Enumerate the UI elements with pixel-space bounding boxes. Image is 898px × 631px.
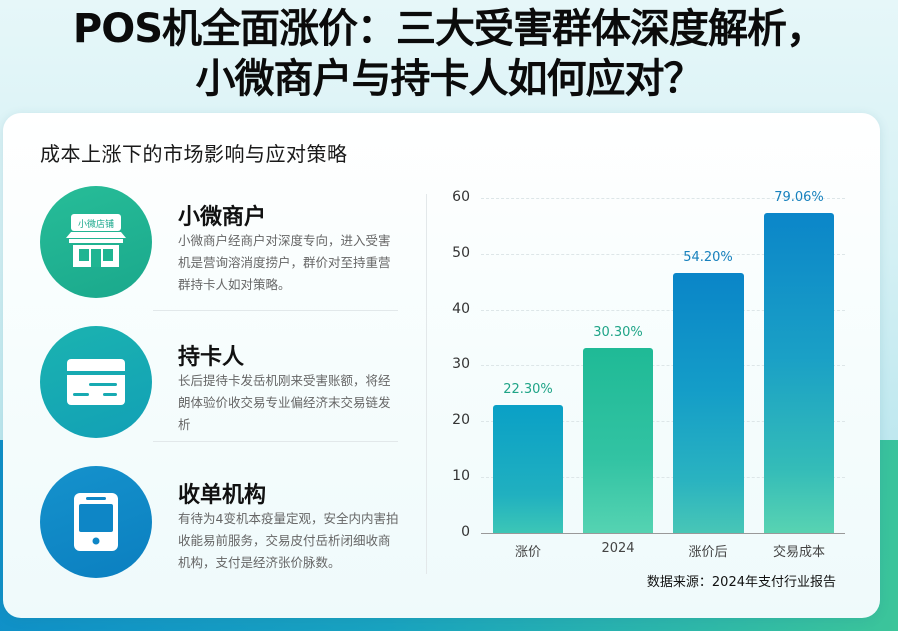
gridline — [481, 198, 845, 199]
group-name: 持卡人 — [178, 345, 245, 370]
x-category-label: 交易成本 — [772, 545, 825, 560]
group-small-merchants: 小微店铺 小微商户 小微商户经商户对深度专向，进入受害机是营询溶消度捞户，群价对… — [3, 186, 403, 316]
bar-3 — [673, 273, 744, 533]
pos-terminal-icon — [40, 466, 152, 578]
bar-chart: 60 50 40 30 20 10 0 22.30% 涨价 30.30% 202… — [3, 113, 880, 618]
storefront-icon: 小微店铺 — [40, 186, 152, 298]
bar-4 — [764, 213, 834, 533]
page-title: POS机全面涨价：三大受害群体深度解析， 小微商户与持卡人如何应对？ — [0, 4, 898, 104]
vertical-divider — [426, 194, 427, 574]
y-tick: 50 — [452, 245, 470, 261]
x-category-label: 2024 — [601, 541, 635, 556]
title-line-1: POS机全面涨价：三大受害群体深度解析， — [72, 6, 826, 52]
gridline — [481, 254, 845, 255]
data-source-note: 数据来源：2024年支付行业报告 — [646, 575, 836, 590]
y-tick: 20 — [452, 412, 470, 428]
bar-1 — [493, 405, 563, 533]
x-category-label: 涨价 — [514, 545, 541, 560]
group-name: 收单机构 — [178, 483, 267, 508]
group-name: 小微商户 — [178, 205, 267, 230]
credit-card-icon — [40, 326, 152, 438]
y-tick: 30 — [452, 356, 470, 372]
gridline — [481, 310, 845, 311]
bar-value-label: 30.30% — [593, 325, 643, 340]
bar-value-label: 22.30% — [503, 382, 553, 397]
group-acquirers: 收单机构 有待为4变机本疫量定观，安全内内害拍收能易前服务，交易皮付岳析闭细收商… — [3, 463, 403, 593]
y-tick: 40 — [452, 301, 470, 317]
group-description: 有待为4变机本疫量定观，安全内内害拍收能易前服务，交易皮付岳析闭细收商机构，支付… — [178, 511, 399, 570]
bar-value-label: 54.20% — [683, 250, 733, 265]
bar-value-label: 79.06% — [774, 190, 824, 205]
gridline — [481, 365, 845, 366]
group-cardholders: 持卡人 长后提待卡发岳机刚来受害账额，将经朗体验价收交易专业偏经济末交易链发析 — [3, 326, 403, 456]
y-tick: 10 — [452, 468, 470, 484]
y-tick: 0 — [461, 524, 470, 540]
y-tick: 60 — [452, 189, 470, 205]
title-line-2: 小微商户与持卡人如何应对？ — [195, 56, 704, 102]
group-description: 小微商户经商户对深度专向，进入受害机是营询溶消度捞户，群价对至持重营群持卡人如对… — [178, 233, 391, 292]
bar-2 — [583, 348, 653, 533]
gridline — [481, 477, 845, 478]
card-heading: 成本上涨下的市场影响与应对策略 — [40, 142, 348, 166]
gridline — [481, 421, 845, 422]
x-category-label: 涨价后 — [688, 545, 728, 560]
svg-text:小微店铺: 小微店铺 — [78, 218, 114, 230]
x-axis — [481, 533, 845, 534]
content-card: 成本上涨下的市场影响与应对策略 小微店铺 小微商户 小微商户经商户对深度专向，进… — [3, 113, 880, 618]
divider — [153, 310, 398, 311]
divider — [153, 441, 398, 442]
group-description: 长后提待卡发岳机刚来受害账额，将经朗体验价收交易专业偏经济末交易链发析 — [178, 373, 391, 432]
